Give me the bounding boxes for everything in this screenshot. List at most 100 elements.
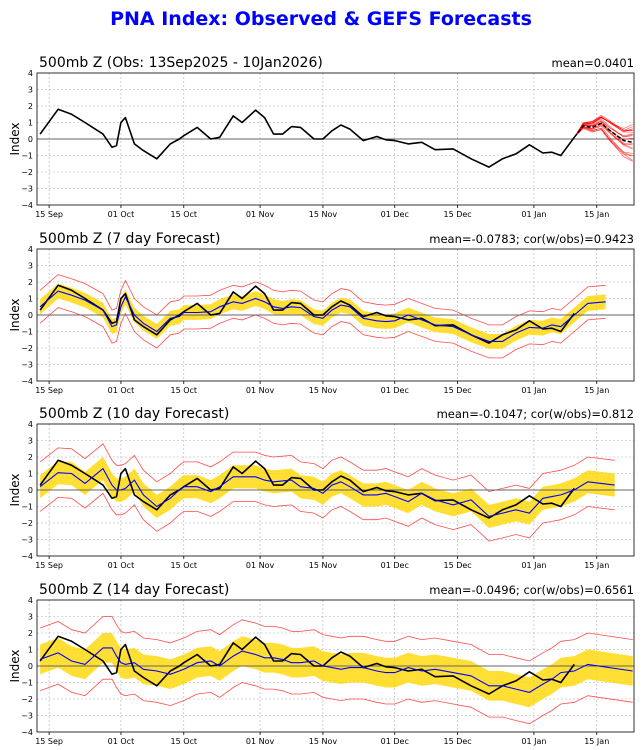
y-tick-label: −1 <box>21 679 33 688</box>
y-tick-label: 1 <box>28 646 33 655</box>
y-tick-label: 1 <box>28 119 33 128</box>
x-tick-label: 15 Oct <box>170 386 197 395</box>
x-tick-label: 01 Jan <box>521 386 546 395</box>
x-tick-label: 15 Jan <box>584 210 609 219</box>
x-tick-label: 01 Oct <box>108 210 135 219</box>
y-tick-label: −4 <box>21 377 33 386</box>
panel-title: 500mb Z (10 day Forecast) <box>39 406 229 422</box>
y-tick-label: 3 <box>28 262 33 271</box>
y-tick-label: 1 <box>28 295 33 304</box>
y-tick-label: 3 <box>28 613 33 622</box>
y-tick-label: −3 <box>21 185 33 194</box>
forecast-mean-line <box>39 467 615 518</box>
y-tick-label: 3 <box>28 86 33 95</box>
observed-line <box>39 459 575 519</box>
x-tick-label: 15 Dec <box>443 561 471 570</box>
x-tick-label: 15 Sep <box>35 386 63 395</box>
panel-stats: mean=0.0401 <box>552 56 635 70</box>
panel-stats: mean=-0.0496; cor(w/obs)=0.6561 <box>429 583 634 597</box>
observed-line <box>39 635 575 695</box>
panel-4 <box>36 599 635 735</box>
forecast-spread-band <box>40 457 615 528</box>
y-tick-label: −4 <box>21 728 33 737</box>
main-title: PNA Index: Observed & GEFS Forecasts <box>110 8 532 30</box>
x-tick-label: 01 Dec <box>381 386 409 395</box>
panel-stats: mean=-0.1047; cor(w/obs)=0.812 <box>437 407 634 421</box>
y-tick-label: −4 <box>21 552 33 561</box>
panel-2 <box>36 248 635 384</box>
y-tick-label: 2 <box>28 453 33 462</box>
x-tick-label: 15 Jan <box>584 737 609 746</box>
x-tick-label: 01 Jan <box>521 210 546 219</box>
panel-title: 500mb Z (14 day Forecast) <box>39 582 229 598</box>
observed-line <box>39 108 575 168</box>
y-tick-label: 4 <box>28 245 33 254</box>
x-tick-label: 15 Oct <box>170 210 197 219</box>
ensemble-min-line <box>39 307 606 359</box>
y-tick-label: −2 <box>21 519 33 528</box>
panel-stats: mean=-0.0783; cor(w/obs)=0.9423 <box>429 232 634 246</box>
forecast-spread-band <box>40 633 633 708</box>
y-tick-label: −2 <box>21 344 33 353</box>
y-tick-label: −1 <box>21 152 33 161</box>
y-tick-label: 4 <box>28 420 33 429</box>
x-tick-label: 15 Sep <box>35 210 63 219</box>
y-tick-label: 0 <box>28 311 33 320</box>
y-tick-label: 0 <box>28 662 33 671</box>
ensemble-member-line <box>574 116 633 138</box>
y-tick-label: 3 <box>28 437 33 446</box>
x-tick-label: 15 Nov <box>309 561 338 570</box>
ensemble-max-line <box>39 616 633 662</box>
x-tick-label: 15 Nov <box>309 737 338 746</box>
y-axis-label: Index <box>8 298 22 331</box>
ensemble-max-line <box>39 274 606 326</box>
ensemble-min-line <box>39 678 633 725</box>
y-axis-label: Index <box>8 473 22 506</box>
y-tick-label: −3 <box>21 712 33 721</box>
plot-frame <box>36 599 635 733</box>
ensemble-min-line <box>39 492 615 542</box>
ensemble-max-line <box>39 443 615 493</box>
forecast-mean-line <box>39 647 633 693</box>
y-axis-label: Index <box>8 649 22 682</box>
x-tick-label: 01 Nov <box>246 210 275 219</box>
y-tick-label: −2 <box>21 168 33 177</box>
forecast-mean-line <box>39 290 606 342</box>
x-tick-label: 15 Nov <box>309 210 338 219</box>
y-tick-label: −1 <box>21 503 33 512</box>
x-tick-label: 15 Oct <box>170 561 197 570</box>
x-tick-label: 15 Jan <box>584 386 609 395</box>
x-tick-label: 01 Oct <box>108 561 135 570</box>
x-tick-label: 15 Dec <box>443 386 471 395</box>
y-tick-label: 0 <box>28 135 33 144</box>
x-tick-label: 01 Nov <box>246 386 275 395</box>
y-tick-label: −3 <box>21 361 33 370</box>
panel-1 <box>36 72 635 208</box>
y-tick-label: 2 <box>28 278 33 287</box>
x-tick-label: 01 Oct <box>108 737 135 746</box>
forecast-spread-band <box>40 283 606 349</box>
y-tick-label: 4 <box>28 596 33 605</box>
x-tick-label: 01 Dec <box>381 737 409 746</box>
y-tick-label: −2 <box>21 695 33 704</box>
x-tick-label: 15 Sep <box>35 561 63 570</box>
y-tick-label: −1 <box>21 328 33 337</box>
y-tick-label: 2 <box>28 102 33 111</box>
plot-frame <box>36 423 635 557</box>
x-tick-label: 01 Nov <box>246 737 275 746</box>
x-tick-label: 15 Sep <box>35 737 63 746</box>
ensemble-mean-line <box>573 122 633 144</box>
x-tick-label: 01 Dec <box>381 210 409 219</box>
x-tick-label: 15 Dec <box>443 737 471 746</box>
x-tick-label: 01 Dec <box>381 561 409 570</box>
y-tick-label: 4 <box>28 69 33 78</box>
y-tick-label: −4 <box>21 201 33 210</box>
x-tick-label: 01 Oct <box>108 386 135 395</box>
x-tick-label: 15 Jan <box>584 561 609 570</box>
x-tick-label: 15 Dec <box>443 210 471 219</box>
x-tick-label: 01 Jan <box>521 737 546 746</box>
x-tick-label: 01 Nov <box>246 561 275 570</box>
ensemble-member-line <box>574 128 633 161</box>
plot-frame <box>36 72 635 206</box>
